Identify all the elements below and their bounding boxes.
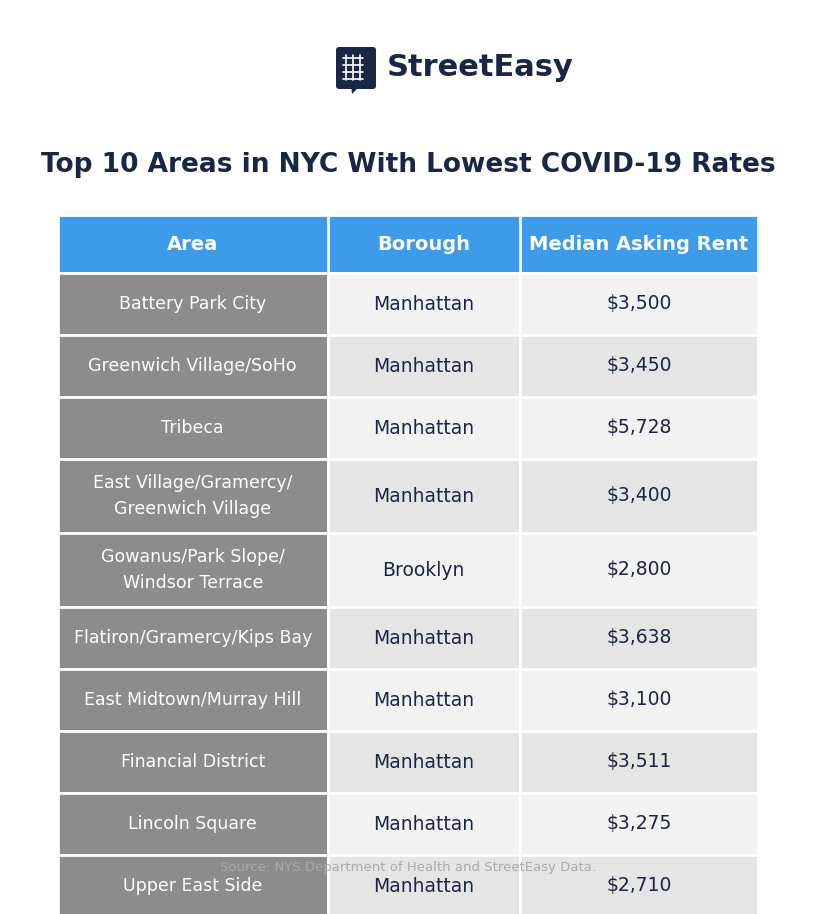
FancyBboxPatch shape [58, 215, 327, 273]
FancyBboxPatch shape [58, 607, 327, 669]
FancyBboxPatch shape [520, 731, 758, 793]
Text: Financial District: Financial District [121, 753, 265, 771]
Text: $2,800: $2,800 [606, 560, 672, 579]
Text: Manhattan: Manhattan [373, 877, 474, 896]
Text: Median Asking Rent: Median Asking Rent [530, 235, 748, 253]
Text: Gowanus/Park Slope/
Windsor Terrace: Gowanus/Park Slope/ Windsor Terrace [101, 548, 285, 591]
FancyBboxPatch shape [520, 215, 758, 273]
Text: $2,710: $2,710 [606, 877, 672, 896]
Text: $3,450: $3,450 [606, 356, 672, 376]
FancyBboxPatch shape [520, 459, 758, 533]
FancyBboxPatch shape [327, 273, 520, 335]
Text: Borough: Borough [377, 235, 470, 253]
Text: East Village/Gramercy/
Greenwich Village: East Village/Gramercy/ Greenwich Village [93, 474, 292, 517]
Text: Area: Area [167, 235, 219, 253]
FancyBboxPatch shape [58, 731, 327, 793]
FancyBboxPatch shape [327, 335, 520, 397]
FancyBboxPatch shape [520, 669, 758, 731]
FancyBboxPatch shape [327, 459, 520, 533]
Text: $3,275: $3,275 [606, 814, 672, 834]
FancyBboxPatch shape [58, 793, 327, 855]
Text: $3,500: $3,500 [606, 294, 672, 314]
FancyBboxPatch shape [327, 607, 520, 669]
Text: Source: NYS Department of Health and StreetEasy Data.: Source: NYS Department of Health and Str… [220, 862, 596, 875]
Text: $5,728: $5,728 [606, 419, 672, 438]
Text: StreetEasy: StreetEasy [387, 54, 574, 82]
Text: Manhattan: Manhattan [373, 419, 474, 438]
FancyBboxPatch shape [327, 793, 520, 855]
Text: Flatiron/Gramercy/Kips Bay: Flatiron/Gramercy/Kips Bay [73, 629, 312, 647]
Text: Manhattan: Manhattan [373, 356, 474, 376]
FancyBboxPatch shape [58, 669, 327, 731]
Text: Manhattan: Manhattan [373, 629, 474, 647]
Text: $3,511: $3,511 [606, 752, 672, 771]
FancyBboxPatch shape [336, 47, 376, 89]
FancyBboxPatch shape [520, 855, 758, 914]
FancyBboxPatch shape [58, 533, 327, 607]
Text: Brooklyn: Brooklyn [383, 560, 465, 579]
Text: Greenwich Village/SoHo: Greenwich Village/SoHo [88, 357, 297, 375]
Text: Manhattan: Manhattan [373, 752, 474, 771]
FancyBboxPatch shape [327, 397, 520, 459]
FancyBboxPatch shape [58, 273, 327, 335]
Text: Tribeca: Tribeca [162, 419, 224, 437]
FancyBboxPatch shape [327, 533, 520, 607]
FancyBboxPatch shape [58, 855, 327, 914]
Text: Manhattan: Manhattan [373, 294, 474, 314]
FancyBboxPatch shape [58, 397, 327, 459]
Text: Battery Park City: Battery Park City [119, 295, 266, 313]
Text: Manhattan: Manhattan [373, 814, 474, 834]
Polygon shape [351, 84, 362, 94]
FancyBboxPatch shape [520, 335, 758, 397]
FancyBboxPatch shape [327, 731, 520, 793]
Text: Manhattan: Manhattan [373, 486, 474, 505]
Text: $3,638: $3,638 [606, 629, 672, 647]
FancyBboxPatch shape [520, 533, 758, 607]
Text: Top 10 Areas in NYC With Lowest COVID-19 Rates: Top 10 Areas in NYC With Lowest COVID-19… [41, 152, 775, 178]
FancyBboxPatch shape [58, 335, 327, 397]
Text: $3,100: $3,100 [606, 690, 672, 709]
FancyBboxPatch shape [327, 215, 520, 273]
Text: Upper East Side: Upper East Side [123, 877, 263, 895]
FancyBboxPatch shape [520, 397, 758, 459]
FancyBboxPatch shape [58, 459, 327, 533]
FancyBboxPatch shape [327, 855, 520, 914]
Text: East Midtown/Murray Hill: East Midtown/Murray Hill [84, 691, 301, 709]
FancyBboxPatch shape [520, 273, 758, 335]
Text: $3,400: $3,400 [606, 486, 672, 505]
FancyBboxPatch shape [327, 669, 520, 731]
FancyBboxPatch shape [520, 607, 758, 669]
FancyBboxPatch shape [520, 793, 758, 855]
Text: Manhattan: Manhattan [373, 690, 474, 709]
Text: Lincoln Square: Lincoln Square [128, 815, 257, 833]
